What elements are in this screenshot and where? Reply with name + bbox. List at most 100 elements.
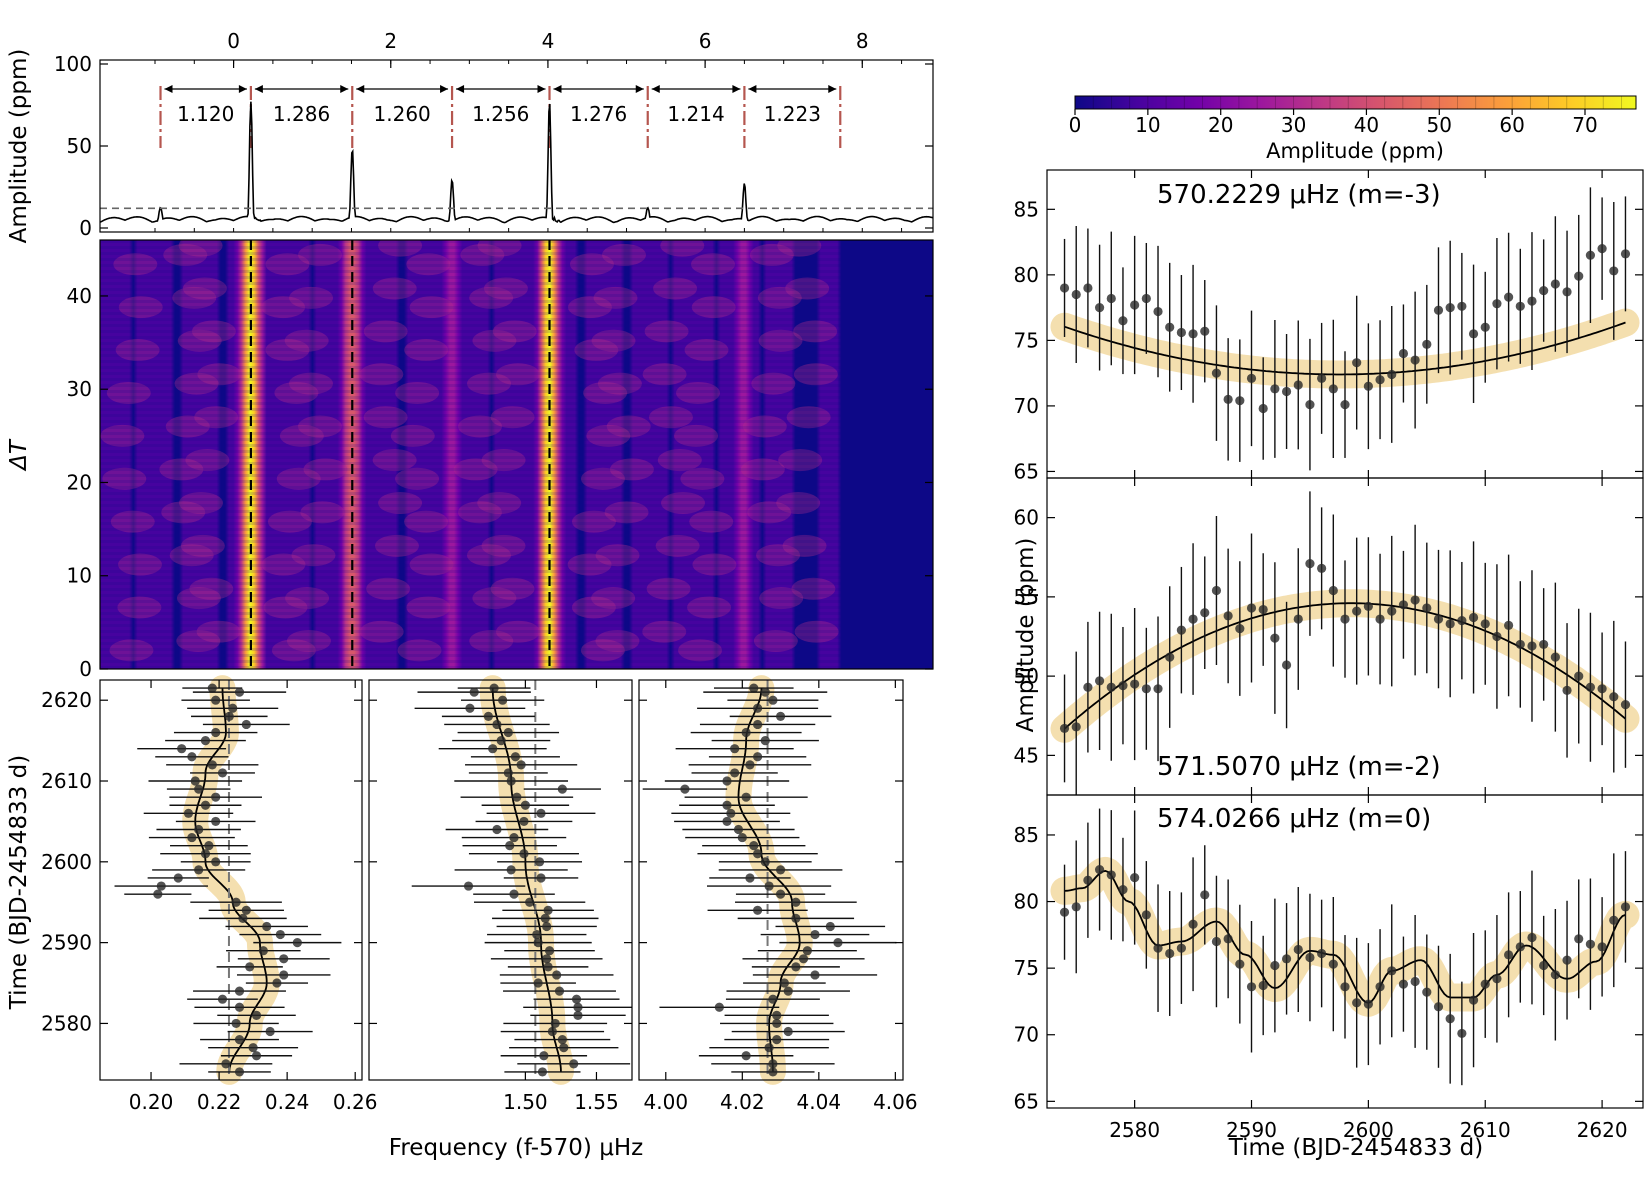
data-point <box>1200 890 1210 900</box>
panel-frame <box>1046 794 1644 1109</box>
data-point <box>506 776 516 786</box>
y-tick-label: 45 <box>1014 743 1039 767</box>
y-tick-label: 70 <box>1014 1023 1039 1047</box>
data-point <box>550 1018 560 1029</box>
data-point <box>1118 884 1128 895</box>
data-point <box>1200 326 1210 336</box>
data-point <box>1223 611 1233 621</box>
data-point <box>772 1010 782 1020</box>
data-point <box>1352 998 1362 1008</box>
data-point <box>251 1051 262 1061</box>
freq-panel-1: 0.20 0.22 0.24 0.26 2580 2590 2600 2610 2620 <box>41 675 377 1114</box>
colorbar-tick-label: 20 <box>1208 113 1233 137</box>
data-point <box>1328 384 1338 394</box>
data-point <box>768 1059 778 1069</box>
data-point <box>1305 558 1315 569</box>
heatmap-panel: 0 10 20 30 40 ΔT <box>6 239 934 681</box>
data-point <box>248 1043 258 1053</box>
data-point <box>509 832 519 843</box>
data-point <box>730 744 740 754</box>
data-point <box>1246 373 1257 383</box>
data-point <box>810 929 820 940</box>
data-point <box>1375 614 1385 624</box>
data-point <box>1141 910 1151 920</box>
data-point <box>200 849 211 859</box>
y-tick-label: 2620 <box>41 688 92 712</box>
data-point <box>1211 585 1222 596</box>
data-point <box>200 800 211 810</box>
data-point <box>554 986 565 996</box>
data-point <box>1515 301 1525 311</box>
data-point <box>1375 375 1385 385</box>
data-point <box>234 1034 245 1045</box>
data-point <box>1527 296 1537 306</box>
x-tick-label: 0.24 <box>265 1090 310 1114</box>
data-point <box>238 913 248 923</box>
spacing-arrowhead <box>651 85 660 93</box>
data-point <box>1609 692 1619 702</box>
data-point <box>1141 684 1151 694</box>
data-point <box>1504 620 1514 631</box>
data-point <box>1410 976 1420 987</box>
x-tick-label: 4.06 <box>873 1090 918 1114</box>
colorbar-tick-label: 40 <box>1354 113 1379 137</box>
data-point <box>241 719 251 730</box>
data-point <box>1433 1002 1444 1012</box>
data-point <box>1457 1028 1467 1039</box>
data-point <box>726 808 736 818</box>
data-point <box>505 841 515 851</box>
y-tick-label: 85 <box>1014 197 1039 221</box>
freq-panel-3: 4.00 4.02 4.04 4.06 <box>638 675 918 1114</box>
data-point <box>722 776 732 786</box>
data-point <box>279 954 289 964</box>
data-point <box>737 832 747 843</box>
data-point <box>810 970 820 980</box>
data-point <box>1270 960 1280 971</box>
colorbar-gradient <box>1074 95 1637 110</box>
spacing-arrowhead <box>254 85 263 93</box>
y-tick-label: 65 <box>1014 1089 1039 1113</box>
data-point <box>783 986 793 996</box>
data-point <box>1527 932 1537 943</box>
spectrum-ylabel: Amplitude (ppm) <box>6 49 32 244</box>
data-point <box>1585 250 1596 260</box>
data-point <box>1094 864 1105 875</box>
data-point <box>571 994 582 1004</box>
data-point <box>1527 641 1537 651</box>
data-point <box>753 905 763 915</box>
spacing-label: 1.120 <box>177 102 234 126</box>
data-point <box>1059 907 1070 917</box>
spacing-arrowhead <box>732 85 741 93</box>
data-point <box>1457 616 1467 626</box>
data-point <box>1422 987 1432 997</box>
data-point <box>520 800 530 810</box>
data-point <box>512 792 522 802</box>
data-point <box>764 881 774 891</box>
spectrum-line <box>99 101 934 224</box>
spacing-arrowhead <box>635 85 644 93</box>
data-point <box>573 1002 583 1012</box>
data-point <box>542 921 552 932</box>
data-point <box>1352 606 1362 616</box>
data-point <box>275 929 285 940</box>
data-point <box>1059 283 1070 293</box>
spectrum-y-tick-label: 0 <box>79 216 92 240</box>
data-point <box>825 921 835 932</box>
data-point <box>798 954 809 964</box>
data-point <box>1504 950 1514 960</box>
data-point <box>1281 386 1292 397</box>
data-point <box>525 897 535 907</box>
panel-frame <box>99 679 363 1081</box>
data-point <box>1609 266 1619 276</box>
data-point <box>543 962 553 972</box>
data-point <box>760 687 770 697</box>
y-tick-label: 2610 <box>41 769 92 793</box>
data-point <box>1550 970 1560 980</box>
colorbar-tick-label: 30 <box>1281 113 1306 137</box>
data-point <box>1468 995 1479 1005</box>
amplitude-spectrum-panel: 0 2 4 6 8 1.120 1.286 1.260 1.256 1.276 1.214 1.22… <box>6 29 934 244</box>
data-point <box>760 857 770 867</box>
data-point <box>258 946 268 956</box>
heatmap-y-ticks: 0 10 20 30 40 <box>67 284 933 681</box>
panel-title: 571.5070 μHz (m=-2) <box>1157 752 1441 782</box>
